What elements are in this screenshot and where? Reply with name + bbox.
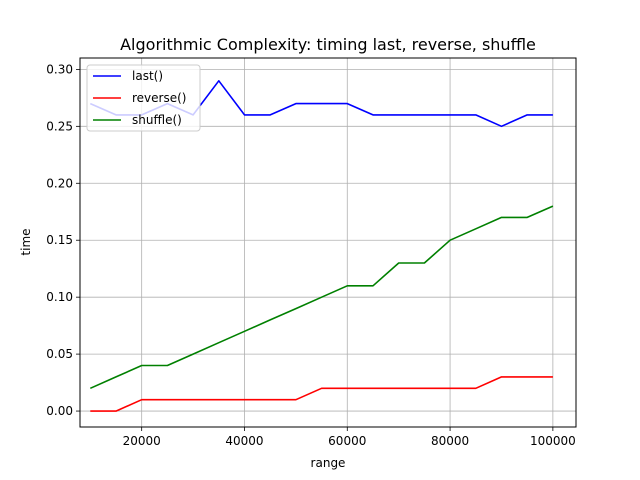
legend-label-last: last() — [132, 69, 163, 83]
y-tick-label: 0.15 — [46, 233, 73, 247]
plot-frame — [79, 57, 577, 428]
series-line-reverse — [90, 376, 553, 412]
y-tick-label: 0.05 — [46, 347, 73, 361]
x-axis-label: range — [311, 456, 346, 470]
legend-box — [86, 64, 201, 132]
x-tick-label: 40000 — [225, 434, 263, 448]
y-tick-label: 0.30 — [46, 62, 73, 76]
x-tick-label: 60000 — [328, 434, 366, 448]
series-line-shuffle — [89, 205, 554, 390]
legend: last() reverse() shuffle() — [86, 64, 201, 132]
y-tick-label: 0.00 — [46, 404, 73, 418]
x-tick-label: 20000 — [123, 434, 161, 448]
chart-title: Algorithmic Complexity: timing last, rev… — [120, 35, 536, 54]
y-axis-label: time — [19, 228, 33, 255]
x-tick-label: 100000 — [530, 434, 576, 448]
legend-label-reverse: reverse() — [132, 91, 186, 105]
y-tick-label: 0.20 — [46, 176, 73, 190]
tick-layer: 20000 40000 60000 80000 100000 0.00 0.05 0.10 0.… — [46, 62, 575, 448]
y-tick-label: 0.10 — [46, 290, 73, 304]
legend-label-shuffle: shuffle() — [132, 113, 182, 127]
y-tick-label: 0.25 — [46, 119, 73, 133]
x-tick-label: 80000 — [431, 434, 469, 448]
